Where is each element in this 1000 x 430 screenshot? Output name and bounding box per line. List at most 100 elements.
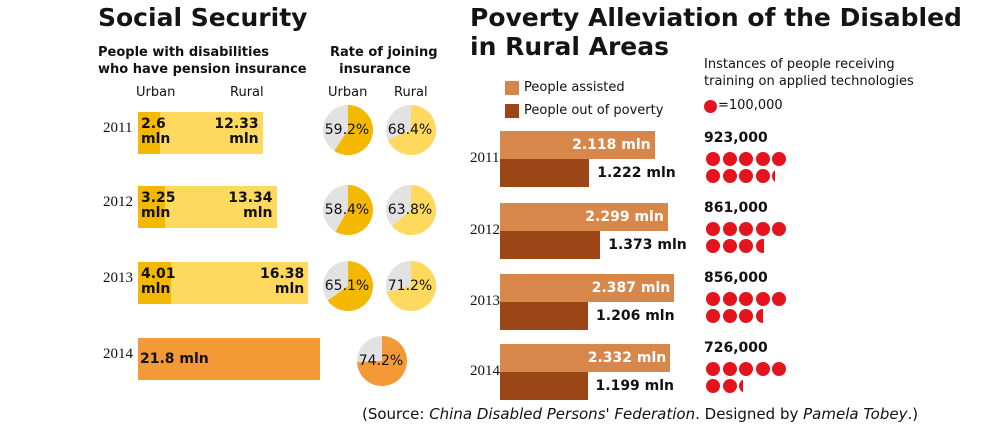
training-dot-wrap [772,292,786,306]
training-dot [722,378,737,393]
pension-year-label: 2013 [103,270,133,286]
training-dot-wrap [755,362,770,376]
poverty-year-label: 2014 [470,363,500,379]
dot-legend-label: =100,000 [718,98,783,113]
poverty-title-line1: Poverty Alleviation of the Disabled [470,3,962,32]
rate-pie [323,185,373,235]
training-dot-wrap [739,362,753,376]
training-dot [772,222,786,236]
pension-value-urban: 3.25 mln [141,190,176,221]
pension-bar-total [138,338,321,380]
rate-pie-slice [357,336,407,386]
poverty-value-out: 1.199 mln [595,378,675,394]
training-dot [772,168,776,183]
training-dot [706,292,720,306]
training-dot [755,308,764,323]
pension-bar-urban [138,186,166,228]
rate-pie-slice [334,105,373,155]
source-prefix: (Source: [362,405,430,423]
poverty-bar-out [500,302,589,330]
rate-pie-slice [391,185,436,235]
training-dot-wrap [755,292,770,306]
training-dot-wrap [722,152,737,166]
rate-pie [386,185,436,235]
source-suffix: .) [907,405,919,423]
rate-pie-slice [386,261,436,311]
training-dot-wrap [722,292,737,306]
rate-subtitle: Rate of joining insurance [330,44,438,78]
training-dot [739,378,743,393]
source-line: (Source: China Disabled Persons' Federat… [362,405,918,423]
training-dot [706,152,720,166]
pension-year-label: 2012 [103,194,133,210]
training-dot-wrap [755,152,770,166]
training-dot [706,222,720,236]
training-dot-wrap [722,238,737,253]
training-dot-wrap [706,238,720,253]
poverty-bar-assisted [500,203,668,231]
training-dot [755,222,770,236]
poverty-title-line2: in Rural Areas [470,31,669,61]
dot-legend-icon [704,100,717,113]
poverty-bar-assisted [500,274,675,302]
training-dot [755,168,770,183]
training-dot-wrap [772,168,776,183]
rate-pie [357,336,407,386]
rate-pie-label: 71.2% [387,278,433,294]
poverty-value-out: 1.222 mln [597,165,676,181]
training-dot-wrap [739,222,753,236]
bar-rural-header: Rural [230,85,264,100]
poverty-value-assisted: 2.332 mln [587,350,667,366]
pension-subtitle-line2: who have pension insurance [98,62,307,77]
pension-subtitle-line1: People with disabilities [98,45,270,60]
poverty-year-label: 2011 [470,150,500,166]
rate-pie-label: 63.8% [387,202,433,218]
pension-value-total: 21.8 mln [140,351,209,367]
training-subtitle-line2: training on applied technologies [704,74,914,89]
poverty-value-assisted: 2.299 mln [585,209,664,225]
training-dot [772,152,786,166]
pension-value-urban: 4.01 mln [141,266,176,297]
training-dot-wrap [755,238,765,253]
training-dot-wrap [739,168,753,183]
rate-pie [386,261,436,311]
pie-rural-header: Rural [394,85,428,100]
training-dot [739,168,753,183]
training-dot-wrap [739,308,753,323]
training-dot [722,292,737,306]
source-designer: Pamela Tobey [803,405,908,423]
pension-value-rural: 16.38 mln [259,266,305,297]
poverty-bar-assisted [500,344,671,372]
rate-pie-label: 65.1% [324,278,370,294]
rate-pie [323,261,373,311]
poverty-value-assisted: 2.118 mln [572,137,651,153]
rate-subtitle-line1: Rate of joining [330,45,438,60]
poverty-value-out: 1.206 mln [596,308,675,324]
bar-urban-header: Urban [136,85,176,100]
training-subtitle: Instances of people receiving training o… [704,56,914,90]
training-dot [739,238,753,253]
pension-subtitle: People with disabilities who have pensio… [98,44,307,78]
training-dot-wrap [772,362,786,376]
pension-bar-urban [138,262,172,304]
training-dot [706,362,720,376]
training-dot-wrap [739,292,753,306]
rate-subtitle-line2: insurance [339,62,411,77]
training-dot [706,238,720,253]
source-middle: . Designed by [695,405,804,423]
training-dot-wrap [722,168,737,183]
training-dot [722,238,737,253]
poverty-bar-out [500,372,588,400]
rate-pie [386,105,436,155]
rate-pie [323,105,373,155]
poverty-year-label: 2013 [470,293,500,309]
training-dot [722,362,737,376]
training-subtitle-line1: Instances of people receiving [704,57,895,72]
rate-pie-label: 74.2% [358,353,404,369]
pension-bar-urban [138,112,160,154]
training-dot [706,378,720,393]
training-dot-wrap [739,238,753,253]
training-dot-wrap [772,152,786,166]
training-dot-wrap [772,222,786,236]
legend-swatch-out-of-poverty [505,104,519,118]
